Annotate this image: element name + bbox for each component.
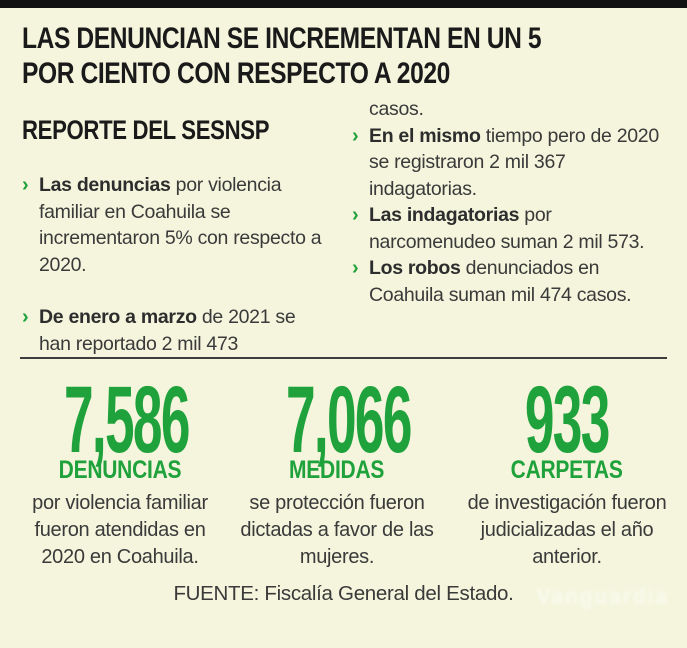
bullet-lead: En el mismo [369,124,481,147]
stat-medidas: 7,066 MEDIDAS se protección fueron dicta… [237,367,437,571]
source-attribution: FUENTE: Fiscalía General del Estado. [173,582,514,605]
bullet-continuation-text: casos. [369,98,424,120]
page-title-line1: LAS DENUNCIAN SE INCREMENTAN EN UN 5 [22,22,542,55]
bullet-rest: de 2021 se han reportado 2 mil 473 [39,306,296,355]
bullet-text: Las denuncias por violencia familiar en … [39,172,322,278]
list-item: › Las indagatorias por narcomenudeo suma… [352,202,664,255]
bullet-chevron-icon: › [22,174,29,196]
top-black-bar [0,0,687,8]
bullet-chevron-icon: › [352,257,359,279]
stat-label: DENUNCIAS [58,456,182,484]
stat-value: 7,066 [286,367,412,473]
report-column-right: casos. › En el mismo tiempo pero de 2020… [352,96,664,308]
bullet-lead: Los robos [369,257,461,279]
bullet-rest: denunciados en Coahuila suman mil 474 ca… [369,257,632,306]
bullet-text: De enero a marzo de 2021 se han reportad… [39,304,322,357]
report-column-left: REPORTE DEL SESNSP › Las denuncias por v… [22,116,322,357]
stat-caption: por violencia familiar fueron atendidas … [32,492,208,568]
bullet-text: Las indagatorias por narcomenudeo suman … [369,202,664,255]
stat-value: 7,586 [64,367,190,473]
bullet-lead: Las denuncias [39,174,171,196]
stat-carpetas: 933 CARPETAS de investigación fueron jud… [462,367,672,571]
stat-label: MEDIDAS [289,456,385,484]
list-item: › Las denuncias por violencia familiar e… [22,172,322,278]
section-divider [20,357,667,359]
bullet-rest: por narcomenudeo suman 2 mil 573. [369,204,645,253]
stat-value: 933 [525,367,610,473]
page-title-line2: POR CIENTO CON RESPECTO A 2020 [22,57,450,90]
bullet-rest: por violencia familiar en Coahuila se in… [39,174,322,276]
bullet-text: Los robos denunciados en Coahuila suman … [369,255,664,308]
bullet-chevron-icon: › [22,306,29,328]
list-item: › En el mismo tiempo pero de 2020 se reg… [352,123,664,203]
page-title: LAS DENUNCIAN SE INCREMENTAN EN UN 5 POR … [22,21,672,91]
report-heading: REPORTE DEL SESNSP [22,115,270,145]
list-item: › Los robos denunciados en Coahuila suma… [352,255,664,308]
stat-label: CARPETAS [511,456,623,484]
stat-denuncias: 7,586 DENUNCIAS por violencia familiar f… [15,367,225,571]
bullet-chevron-icon: › [352,124,359,147]
bullet-text: En el mismo tiempo pero de 2020 se regis… [369,123,664,203]
stat-caption: de investigación fueron judicializadas e… [467,492,667,568]
bullet-rest: tiempo pero de 2020 se registraron 2 mil… [369,124,659,200]
stat-caption: se protección fueron dictadas a favor de… [240,492,434,568]
bullet-chevron-icon: › [352,204,359,226]
bullet-lead: De enero a marzo [39,306,197,328]
list-item: › De enero a marzo de 2021 se han report… [22,304,322,357]
bullet-lead: Las indagatorias [369,204,520,226]
